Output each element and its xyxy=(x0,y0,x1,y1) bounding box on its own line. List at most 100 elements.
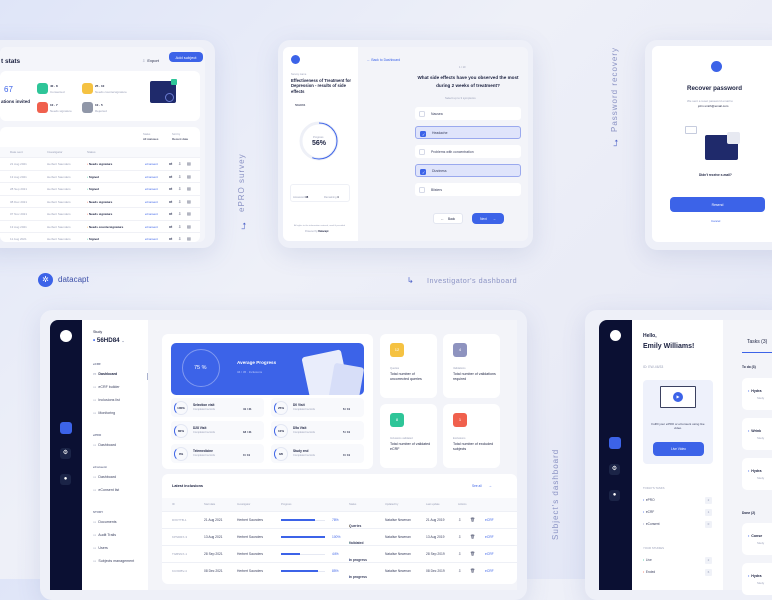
back-button[interactable]: ← Back xyxy=(433,213,463,224)
inclusion-id[interactable]: KPSDRX-3 xyxy=(172,535,188,539)
column-header[interactable]: Progress xyxy=(281,503,292,506)
nav-item[interactable]: ▭ Subjects management xyxy=(93,559,134,563)
checkbox[interactable]: ✓ xyxy=(420,168,426,175)
document-icon[interactable] xyxy=(609,437,621,449)
task-card[interactable]: • Wrink Study xyxy=(742,418,772,450)
resend-icon[interactable]: ⇄ xyxy=(169,211,173,216)
stat-card[interactable]: 8 Inclusions validated Total number of v… xyxy=(380,404,437,468)
checkbox[interactable] xyxy=(419,148,425,155)
document-icon[interactable] xyxy=(60,422,72,434)
resend-icon[interactable]: ⇄ xyxy=(169,173,173,179)
download-icon[interactable]: ⇩ xyxy=(178,161,182,166)
task-card[interactable]: • Hydra Study xyxy=(742,378,772,410)
study-status-item[interactable]: • Live 2 xyxy=(643,557,713,565)
table-row[interactable]: 21 Aug 2021 Herbert Saunders • Needs sig… xyxy=(0,157,200,169)
nav-item[interactable]: ▭ Dashboard xyxy=(93,443,116,447)
nav-item[interactable]: ▭ eConsent list xyxy=(93,488,119,492)
gear-icon[interactable]: ⚙ xyxy=(609,464,620,475)
trash-icon[interactable]: 🗑 xyxy=(470,551,476,556)
answer-option[interactable]: ✓ Headache xyxy=(415,126,521,139)
download-icon[interactable]: ⇩ xyxy=(178,173,182,179)
answer-option[interactable]: ✓ Dizziness xyxy=(415,164,521,177)
trash-icon[interactable]: 🗑 xyxy=(470,517,476,522)
column-header[interactable]: Investigator xyxy=(47,150,63,154)
checkbox[interactable]: ✓ xyxy=(420,130,426,137)
back-to-dashboard-link[interactable]: ← Back to Dashboard xyxy=(367,58,401,62)
column-header[interactable]: Actions xyxy=(458,503,467,506)
resend-icon[interactable]: ⇄ xyxy=(169,223,173,229)
task-card[interactable]: • Conse Study xyxy=(742,523,772,555)
archive-icon[interactable]: ▤ xyxy=(187,173,191,179)
visit-card[interactable]: 25% D0 Visit Completed records 6 / 41 xyxy=(271,398,364,417)
column-header[interactable]: Start date xyxy=(204,503,216,506)
download-icon[interactable]: ⇩ xyxy=(458,517,462,522)
nav-item[interactable]: ▭ Monitoring xyxy=(93,411,115,415)
answer-option[interactable]: Problems with concentration xyxy=(415,145,521,158)
visit-card[interactable]: 80% D28 Visit Completed records 18 / 41 xyxy=(171,421,264,440)
inclusion-id[interactable]: TGBSNX-1 xyxy=(172,552,188,556)
sort-filter[interactable]: Recent date xyxy=(172,137,189,141)
chat-icon[interactable]: ● xyxy=(60,474,71,485)
column-header[interactable]: Updated by xyxy=(385,503,399,506)
inclusion-id[interactable]: KCXDBV-4 xyxy=(172,569,187,573)
resend-icon[interactable]: ⇄ xyxy=(169,198,173,204)
status-filter[interactable]: All statuses xyxy=(143,137,159,141)
resend-button[interactable]: Resend xyxy=(670,197,765,212)
econsent-link[interactable]: eConsent xyxy=(145,224,158,229)
tab-tasks[interactable]: Tasks (3) xyxy=(747,339,768,345)
task-card[interactable]: • Hydra Study xyxy=(742,458,772,490)
resend-icon[interactable]: ⇄ xyxy=(169,236,173,241)
table-row[interactable]: TGBSNX-1 28 Sep 2021 Herbert Saunders 44… xyxy=(162,545,517,562)
archive-icon[interactable]: ▤ xyxy=(187,161,191,166)
archive-icon[interactable]: ▤ xyxy=(187,186,191,191)
download-icon[interactable]: ⇩ xyxy=(458,534,462,539)
arrow-right-icon[interactable]: → xyxy=(488,483,492,488)
econsent-link[interactable]: eConsent xyxy=(145,237,158,241)
download-icon[interactable]: ⇩ xyxy=(178,223,182,229)
table-row[interactable]: DXKTTB-1 21 Aug 2021 Herbert Saunders 78… xyxy=(162,511,517,528)
visit-card[interactable]: 100% Selection visit Completed records 4… xyxy=(171,398,264,417)
nav-item[interactable]: ▭ eCRF builder xyxy=(93,385,120,389)
column-header[interactable]: Status xyxy=(349,503,357,506)
gear-icon[interactable]: ⚙ xyxy=(60,448,71,459)
nav-item[interactable]: ▭ Dashboard xyxy=(93,372,117,376)
table-row[interactable]: 13 Aug 2021 Herbert Saunders • Signed eC… xyxy=(0,169,200,182)
download-icon[interactable]: ⇩ xyxy=(178,186,182,191)
cancel-link[interactable]: Cancel xyxy=(711,219,721,223)
answer-option[interactable]: Nausea xyxy=(415,107,521,120)
todays-task-item[interactable]: • ePRO 2 xyxy=(643,497,713,505)
resend-icon[interactable]: ⇄ xyxy=(169,186,173,191)
checkbox[interactable] xyxy=(419,186,425,193)
download-icon[interactable]: ⇩ xyxy=(178,198,182,204)
column-header[interactable]: Date sent xyxy=(10,150,23,154)
todays-task-item[interactable]: • eConsent 0 xyxy=(643,521,713,529)
column-header[interactable]: Investigator xyxy=(237,503,251,506)
study-selector[interactable]: • 56HD84 ⌄ xyxy=(93,337,125,344)
download-icon[interactable]: ⇩ xyxy=(458,551,462,556)
archive-icon[interactable]: ▤ xyxy=(187,236,191,241)
column-header[interactable]: ID xyxy=(172,503,175,506)
download-icon[interactable]: ⇩ xyxy=(178,236,182,241)
visit-card[interactable]: 10% D5a Visit Completed records 5 / 41 xyxy=(271,421,364,440)
nav-item[interactable]: ▭ Documents xyxy=(93,520,117,524)
resend-icon[interactable]: ⇄ xyxy=(169,161,173,166)
visit-card[interactable]: 0/0 Study end Completed records 0 / 41 xyxy=(271,444,364,463)
download-icon[interactable]: ⇩ xyxy=(178,211,182,216)
table-row[interactable]: 08 Dec 2021 Herbert Saunders • Needs sig… xyxy=(0,194,200,207)
archive-icon[interactable]: ▤ xyxy=(187,211,191,216)
table-row[interactable]: 11 Aug 2021 Herbert Saunders • Signed eC… xyxy=(0,232,200,244)
live-video-button[interactable]: Live Video xyxy=(653,442,704,456)
study-status-item[interactable]: • Ended 6 xyxy=(643,569,713,577)
econsent-link[interactable]: eConsent xyxy=(145,174,158,179)
trash-icon[interactable]: 🗑 xyxy=(470,534,476,539)
inclusion-id[interactable]: DXKTTB-1 xyxy=(172,518,187,522)
nav-scrollbar[interactable] xyxy=(147,373,149,380)
archive-icon[interactable]: ▤ xyxy=(187,198,191,204)
nav-item[interactable]: ▭ Users xyxy=(93,546,108,550)
table-row[interactable]: KPSDRX-3 13 Aug 2021 Herbert Saunders 10… xyxy=(162,528,517,545)
stat-card[interactable]: 12 Queries Total number of uncorrected q… xyxy=(380,334,437,398)
econsent-link[interactable]: eConsent xyxy=(145,162,158,166)
next-button[interactable]: Next → xyxy=(472,213,504,224)
econsent-link[interactable]: eConsent xyxy=(145,212,158,216)
visit-card[interactable]: 0% Telemedicine Completed records 0 / 41 xyxy=(171,444,264,463)
